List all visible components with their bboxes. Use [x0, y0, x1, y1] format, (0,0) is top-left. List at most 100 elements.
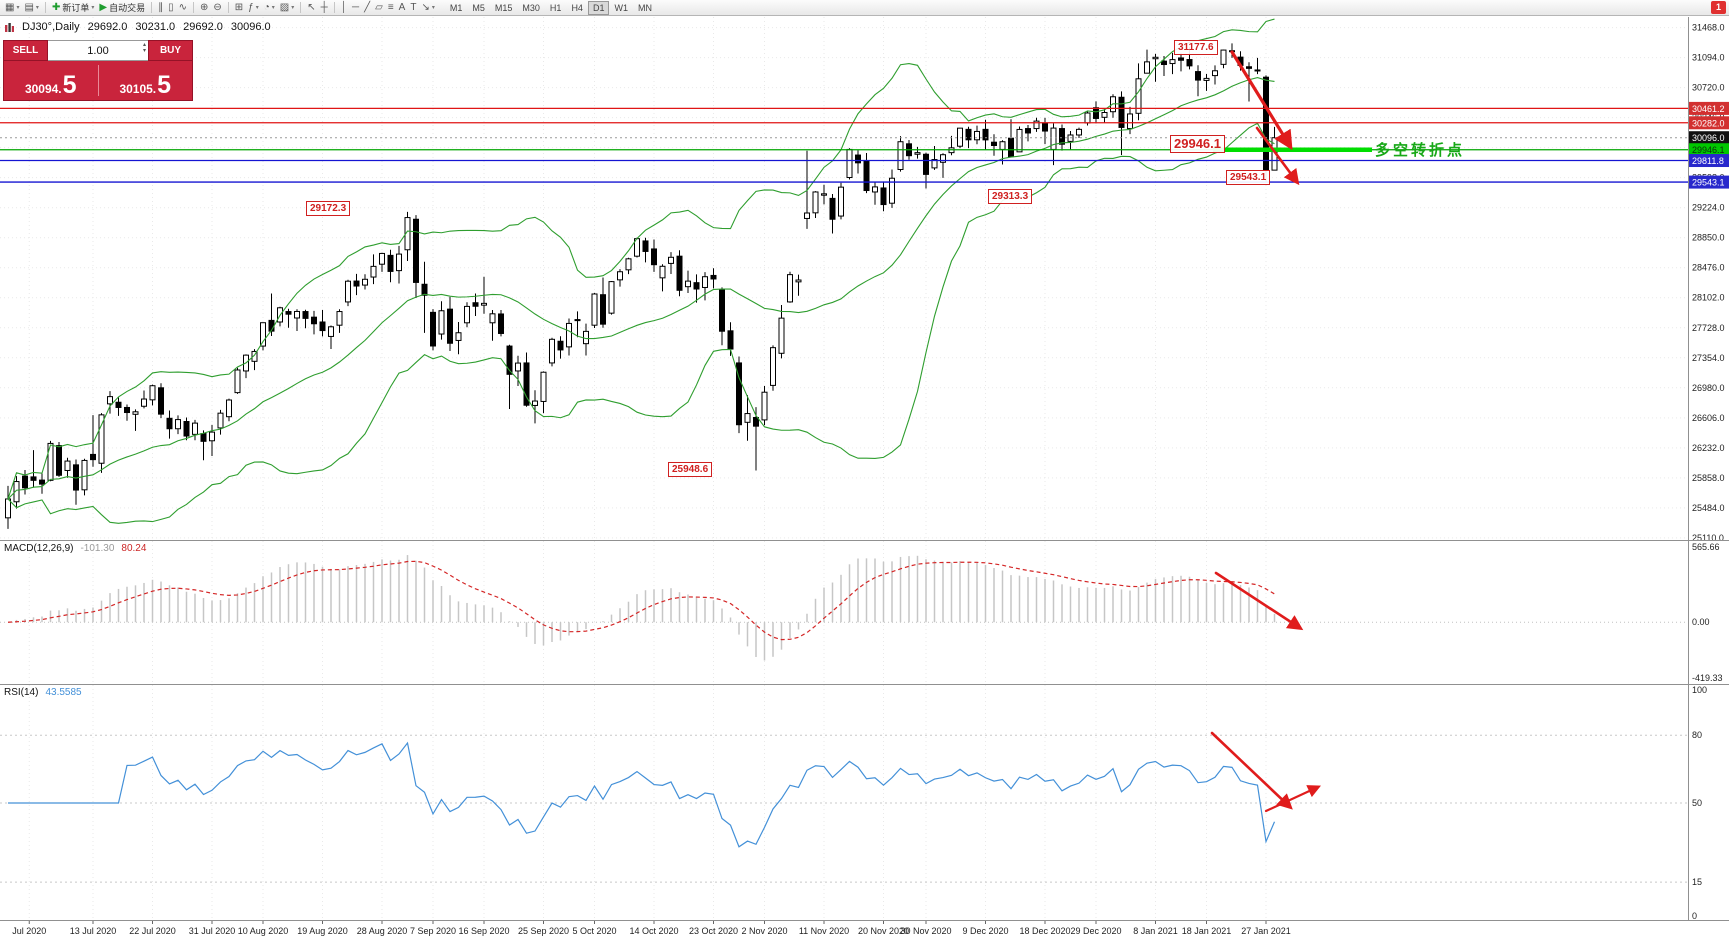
autotrading-button[interactable]: ▶ 自动交易 [99, 1, 146, 13]
new-chart-icon[interactable]: ▦ ▾ [5, 1, 20, 13]
dropdown-arrow-icon: ▾ [91, 5, 95, 11]
sell-price-display[interactable]: 30094. 5 [24, 71, 77, 99]
trend-arrow[interactable] [1255, 126, 1300, 186]
ohlc-high: 30231.0 [135, 21, 176, 33]
time-axis-label: 7 Sep 2020 [410, 926, 456, 936]
time-axis-label: 8 Jan 2021 [1133, 926, 1178, 936]
chart-window: 31468.031094.030720.030346.029972.029598… [0, 16, 1729, 940]
candles [5, 43, 1278, 529]
tf-h4[interactable]: H4 [566, 1, 588, 15]
periods-icon[interactable]: ◔ ▾ [263, 1, 275, 13]
symbol-period-label: DJ30°,Daily [22, 21, 80, 33]
zoom-in-icon[interactable]: ⊕ [199, 1, 209, 13]
tf-m30[interactable]: M30 [517, 1, 545, 15]
tf-d1[interactable]: D1 [587, 0, 610, 15]
dropdown-arrow-icon: ▾ [16, 5, 20, 11]
time-axis-label: 9 Dec 2020 [962, 926, 1008, 936]
chart-symbol-icon [5, 22, 14, 32]
time-axis-label: 10 Aug 2020 [238, 926, 289, 936]
dropdown-arrow-icon: ▾ [431, 5, 435, 11]
price-axis-label: 28850.0 [1692, 233, 1725, 243]
price-axis-label: 26606.0 [1692, 413, 1725, 423]
volume-spinner[interactable] [143, 42, 146, 54]
sell-button[interactable]: SELL [3, 40, 48, 61]
rsi-axis-label: 80 [1692, 730, 1702, 740]
indicators-icon[interactable]: ƒ ▾ [248, 1, 259, 13]
tf-mn[interactable]: MN [633, 1, 657, 15]
macd-main-value: -101.30 [80, 543, 115, 554]
templates-icon[interactable]: ▨ ▾ [279, 1, 295, 13]
tf-h1[interactable]: H1 [545, 1, 567, 15]
candles-chart-icon[interactable]: ▯ [168, 1, 174, 13]
text-icon[interactable]: A [398, 1, 406, 13]
trendline-icon[interactable]: ╱ [364, 1, 371, 13]
buy-price-display[interactable]: 30105. 5 [119, 71, 172, 99]
crosshair-icon[interactable]: ┼ [320, 1, 328, 13]
trend-arrow[interactable] [1264, 785, 1321, 813]
arrows-icon[interactable]: ↘ ▾ [421, 1, 435, 13]
rsi-name: RSI(14) [4, 687, 39, 698]
text-label-icon[interactable]: T [410, 1, 417, 13]
toolbar-separator [227, 2, 229, 13]
toolbar-button-groups: ▦ ▾ ▤ ▾ ✚ 新订单 ▾ ▶ 自动交易 ∥ ▯ ∿ ⊕ ⊖ ⊞ ƒ ▾ ◔ ▾ ▨ ▾ ↖ ┼ │ ─ ╱ ▱ ≡ A T ↘ ▾ [3, 1, 437, 15]
trend-arrow[interactable] [1214, 571, 1304, 631]
notification-badge[interactable]: 1 [1711, 1, 1726, 14]
zoom-out-icon[interactable]: ⊖ [213, 1, 222, 13]
time-axis-label: 29 Dec 2020 [1070, 926, 1121, 936]
time-axis-label: 18 Jan 2021 [1182, 926, 1232, 936]
price-level-badge: 29543.1 [1689, 175, 1729, 189]
tf-m5[interactable]: M5 [467, 1, 490, 15]
time-axis-label: 5 Oct 2020 [572, 926, 616, 936]
bollinger-lower [7, 122, 1275, 524]
price-level-badge: 30282.0 [1689, 116, 1729, 130]
new-order-button[interactable]: ✚ 新订单 ▾ [51, 1, 95, 13]
rsi-axis-label: 15 [1692, 877, 1702, 887]
chart-canvas[interactable]: 31468.031094.030720.030346.029972.029598… [0, 16, 1729, 940]
vertical-line-icon[interactable]: │ [340, 1, 347, 13]
cursor-icon[interactable]: ↖ [307, 1, 316, 13]
main-toolbar: ▦ ▾ ▤ ▾ ✚ 新订单 ▾ ▶ 自动交易 ∥ ▯ ∿ ⊕ ⊖ ⊞ ƒ ▾ ◔ ▾ ▨ ▾ ↖ ┼ │ ─ ╱ ▱ ≡ A T ↘ ▾ M1… [0, 0, 1729, 16]
macd-axis-label: -419.33 [1692, 673, 1723, 683]
channel-icon[interactable]: ▱ [375, 1, 383, 13]
fibonacci-icon[interactable]: ≡ [387, 1, 394, 13]
price-axis-label: 31468.0 [1692, 23, 1725, 33]
macd-signal-value: 80.24 [121, 543, 147, 554]
tf-m1[interactable]: M1 [445, 1, 468, 15]
buy-button[interactable]: BUY [148, 40, 193, 61]
time-axis-label: 13 Jul 2020 [70, 926, 117, 936]
bars-chart-icon[interactable]: ∥ [158, 1, 164, 13]
toolbar-separator [300, 2, 302, 13]
macd-axis-label: 565.66 [1692, 542, 1720, 552]
tf-m15[interactable]: M15 [490, 1, 518, 15]
macd-name: MACD(12,26,9) [4, 543, 74, 554]
svg-text:30461.2: 30461.2 [1692, 104, 1725, 114]
toolbar-separator [333, 2, 335, 13]
chart-grid: 31468.031094.030720.030346.029972.029598… [0, 17, 1725, 920]
chart-profiles-icon[interactable]: ▤ ▾ [24, 1, 39, 13]
line-chart-icon[interactable]: ∿ [178, 1, 187, 13]
price-axis-label: 25858.0 [1692, 473, 1725, 483]
volume-input[interactable]: 1.00 [48, 40, 148, 61]
timeframe-group: M1 M5 M15 M30 H1 H4 D1 W1 MN [445, 0, 657, 15]
tf-w1[interactable]: W1 [609, 1, 633, 15]
trend-arrow[interactable] [1210, 731, 1293, 810]
rsi-axis-label: 50 [1692, 798, 1702, 808]
macd-indicator-label: MACD(12,26,9) -101.30 80.24 [4, 543, 146, 554]
time-axis-label: 2 Nov 2020 [741, 926, 787, 936]
svg-text:30282.0: 30282.0 [1692, 118, 1725, 128]
svg-text:29543.1: 29543.1 [1692, 178, 1725, 188]
tile-windows-icon[interactable]: ⊞ [234, 1, 244, 13]
dropdown-arrow-icon: ▾ [255, 5, 259, 11]
toolbar-separator [151, 2, 153, 13]
time-axis-label: 22 Jul 2020 [129, 926, 176, 936]
dropdown-arrow-icon: ▾ [35, 5, 39, 11]
price-axis-label: 26232.0 [1692, 443, 1725, 453]
price-axis-label: 26980.0 [1692, 383, 1725, 393]
ohlc-low: 29692.0 [183, 21, 223, 33]
horizontal-line-icon[interactable]: ─ [352, 1, 360, 13]
price-axis-label: 31094.0 [1692, 53, 1725, 63]
ohlc-close: 30096.0 [230, 21, 271, 33]
bollinger-upper [7, 18, 1275, 500]
ohlc-open: 29692.0 [87, 21, 128, 33]
trend-arrow[interactable] [1230, 50, 1293, 151]
